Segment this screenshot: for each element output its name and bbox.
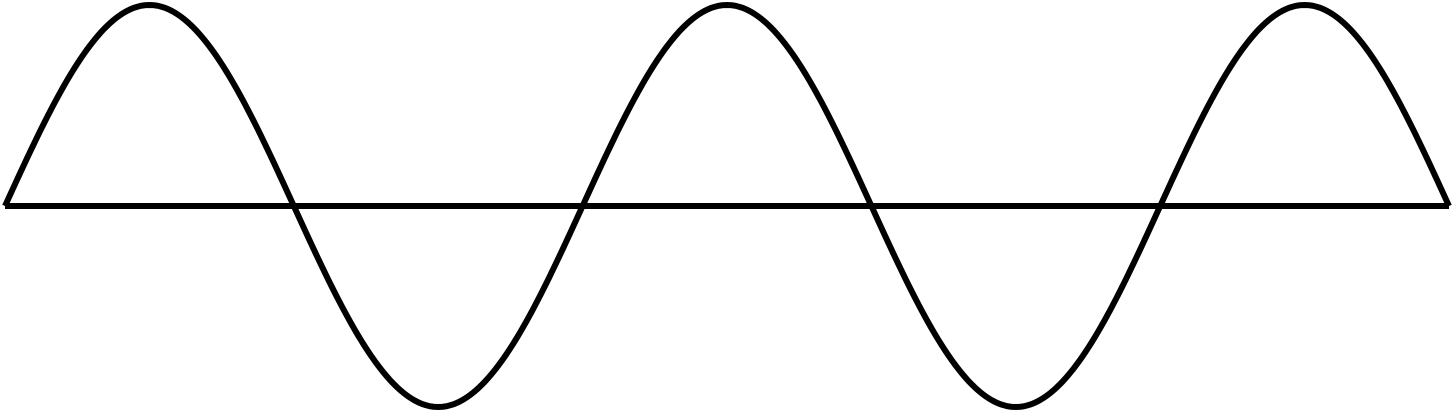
sine-wave-diagram [2,2,1452,410]
sine-wave-curve [2,2,1452,410]
diagram-canvas [2,2,1452,410]
